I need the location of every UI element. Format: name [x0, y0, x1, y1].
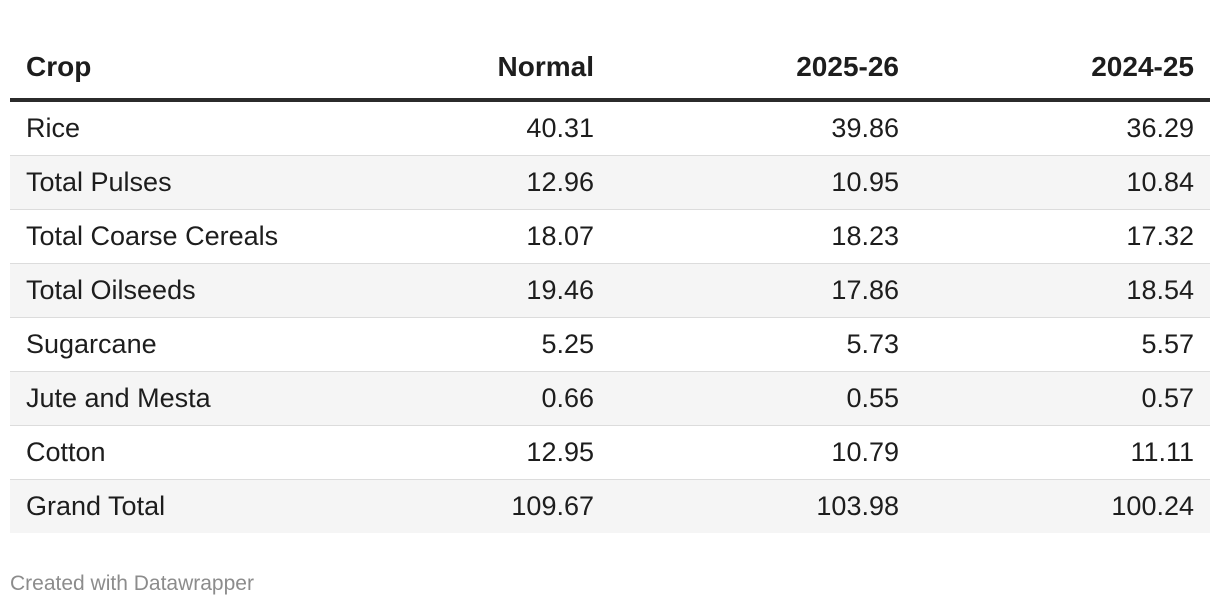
cell-2025-26: 5.73	[610, 317, 915, 372]
cell-normal: 12.95	[310, 425, 610, 480]
cell-2024-25: 5.57	[915, 317, 1210, 372]
crop-table: Crop Normal 2025-26 2024-25 Rice 40.31 39.…	[10, 36, 1210, 533]
cell-crop: Total Coarse Cereals	[10, 209, 310, 264]
column-header-2025-26: 2025-26	[610, 36, 915, 102]
cell-2025-26: 10.79	[610, 425, 915, 480]
cell-2024-25: 18.54	[915, 263, 1210, 318]
datawrapper-credit: Created with Datawrapper	[10, 572, 254, 595]
cell-normal: 19.46	[310, 263, 610, 318]
cell-2025-26: 103.98	[610, 479, 915, 533]
column-header-2024-25: 2024-25	[915, 36, 1210, 102]
cell-crop: Sugarcane	[10, 317, 310, 372]
cell-2025-26: 39.86	[610, 100, 915, 156]
cell-crop: Grand Total	[10, 479, 310, 533]
table-row: Cotton 12.95 10.79 11.11	[10, 425, 1210, 480]
table-row: Grand Total 109.67 103.98 100.24	[10, 479, 1210, 533]
cell-normal: 18.07	[310, 209, 610, 264]
cell-2024-25: 36.29	[915, 100, 1210, 156]
table-row: Total Coarse Cereals 18.07 18.23 17.32	[10, 209, 1210, 264]
cell-2024-25: 100.24	[915, 479, 1210, 533]
cell-2024-25: 11.11	[915, 425, 1210, 480]
column-header-normal: Normal	[310, 36, 610, 102]
cell-2025-26: 18.23	[610, 209, 915, 264]
cell-2024-25: 17.32	[915, 209, 1210, 264]
cell-normal: 40.31	[310, 100, 610, 156]
table-row: Total Pulses 12.96 10.95 10.84	[10, 155, 1210, 210]
cell-2024-25: 0.57	[915, 371, 1210, 426]
crop-table-container: Crop Normal 2025-26 2024-25 Rice 40.31 39.…	[10, 36, 1210, 533]
cell-crop: Total Pulses	[10, 155, 310, 210]
cell-2024-25: 10.84	[915, 155, 1210, 210]
cell-normal: 5.25	[310, 317, 610, 372]
table-row: Rice 40.31 39.86 36.29	[10, 100, 1210, 156]
cell-2025-26: 0.55	[610, 371, 915, 426]
cell-crop: Jute and Mesta	[10, 371, 310, 426]
cell-2025-26: 17.86	[610, 263, 915, 318]
table-header: Crop Normal 2025-26 2024-25	[10, 36, 1210, 102]
cell-normal: 0.66	[310, 371, 610, 426]
header-row: Crop Normal 2025-26 2024-25	[10, 36, 1210, 102]
cell-crop: Total Oilseeds	[10, 263, 310, 318]
table-body: Rice 40.31 39.86 36.29 Total Pulses 12.96 10.9…	[10, 100, 1210, 533]
cell-crop: Cotton	[10, 425, 310, 480]
cell-normal: 109.67	[310, 479, 610, 533]
table-row: Jute and Mesta 0.66 0.55 0.57	[10, 371, 1210, 426]
cell-2025-26: 10.95	[610, 155, 915, 210]
cell-normal: 12.96	[310, 155, 610, 210]
cell-crop: Rice	[10, 100, 310, 156]
table-row: Total Oilseeds 19.46 17.86 18.54	[10, 263, 1210, 318]
column-header-crop: Crop	[10, 36, 310, 102]
table-row: Sugarcane 5.25 5.73 5.57	[10, 317, 1210, 372]
